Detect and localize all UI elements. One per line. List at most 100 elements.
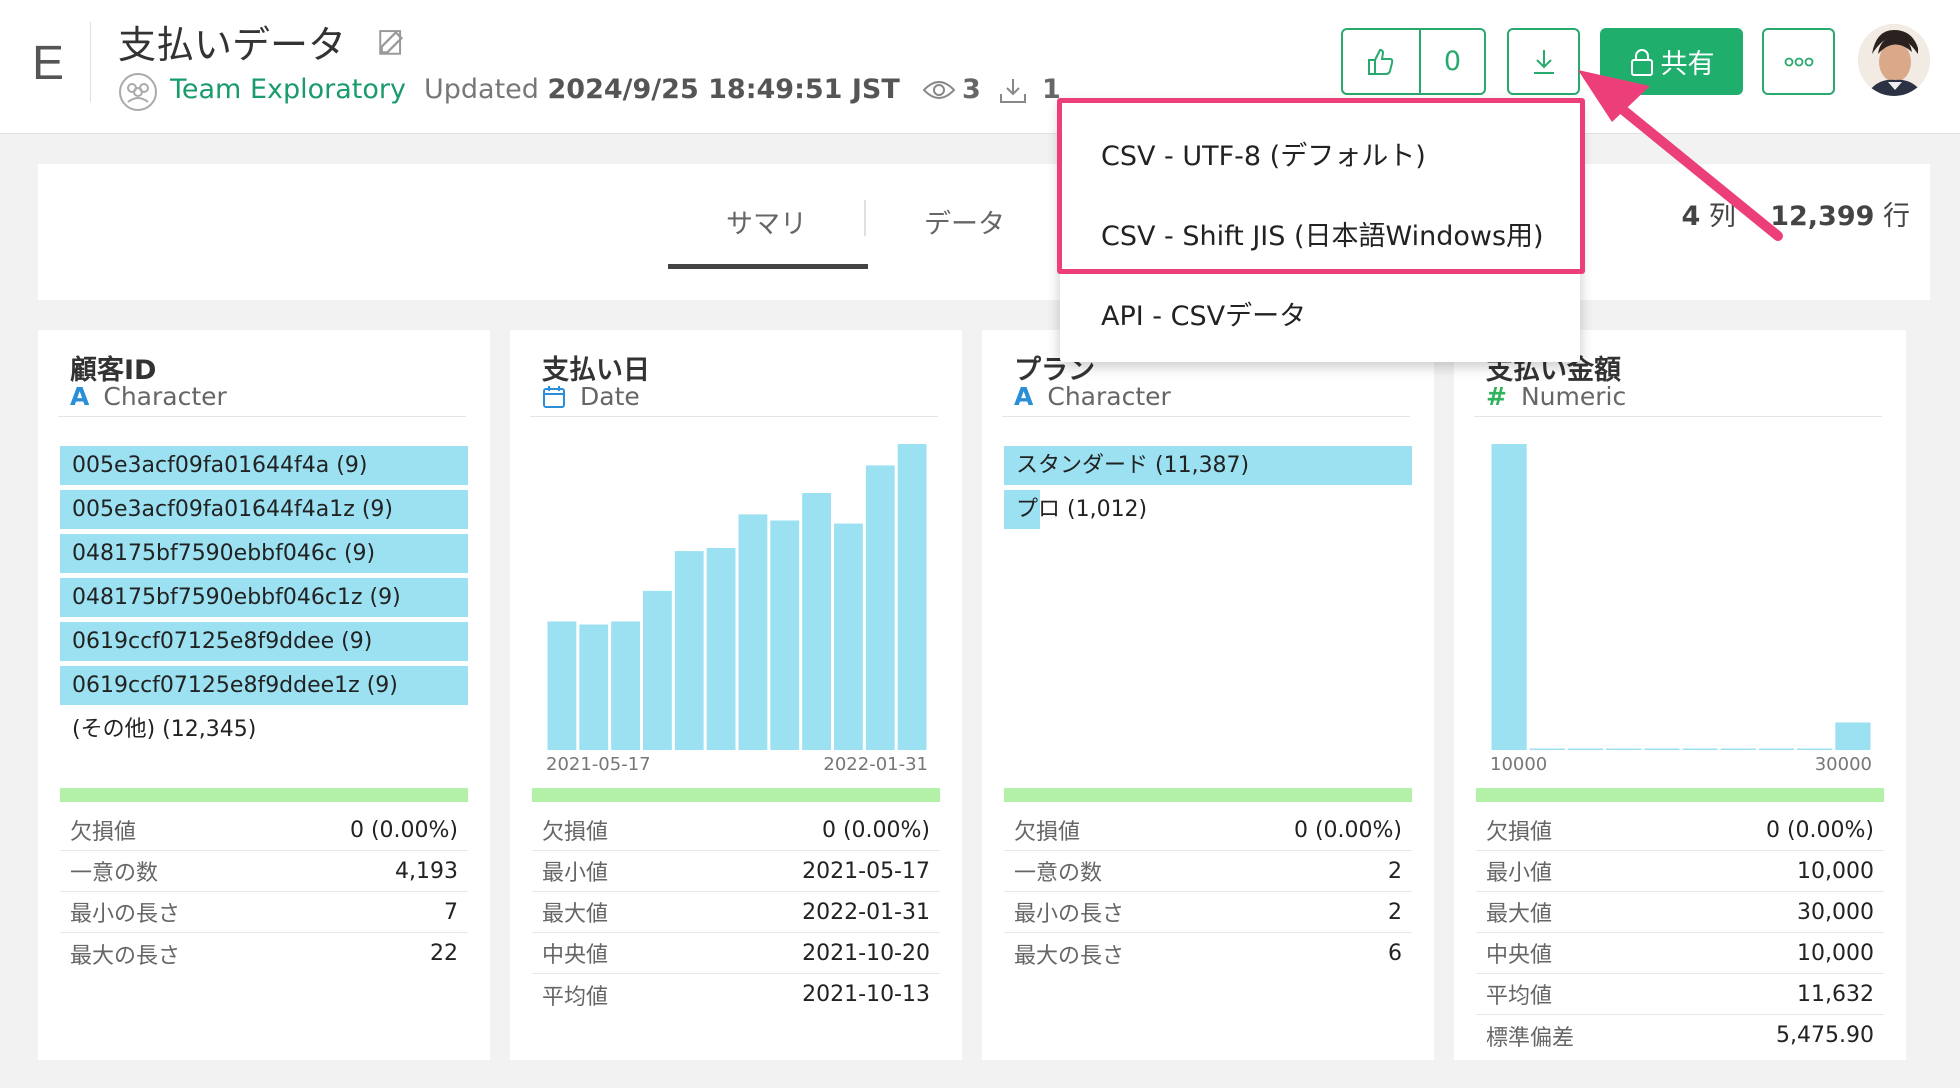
stat-label: 欠損値 [1014, 820, 1081, 845]
histogram-bar[interactable] [1797, 748, 1833, 751]
histogram-bar[interactable] [738, 514, 768, 750]
value-bar-fill [60, 666, 468, 705]
stat-label: 最大の長さ [70, 943, 181, 969]
histogram-bar[interactable] [1682, 748, 1718, 751]
download-button[interactable] [1507, 28, 1580, 95]
histogram-bar[interactable] [1644, 748, 1680, 751]
value-bar-row[interactable]: 0619ccf07125e8f9ddee1z (9) [60, 666, 468, 705]
stat-row: 平均値 11,632 [1476, 974, 1884, 1015]
team-link[interactable]: Team Exploratory [170, 74, 406, 105]
histogram-bar[interactable] [579, 624, 609, 750]
column-unit: 列 [1708, 201, 1736, 232]
user-avatar-image [1858, 24, 1930, 96]
menu-item-csv-shift-jis[interactable]: CSV - Shift JIS (日本語Windows用) [1101, 221, 1544, 252]
like-count[interactable]: 0 [1443, 46, 1462, 77]
histogram-bar[interactable] [1491, 444, 1527, 750]
stat-label: 一意の数 [70, 861, 159, 886]
histogram-bar[interactable] [802, 492, 831, 750]
histogram-bar[interactable] [1567, 748, 1604, 751]
histogram-bar[interactable] [706, 548, 736, 750]
histogram-bar[interactable] [1758, 748, 1795, 751]
stat-row: 最小値 10,000 [1476, 851, 1884, 892]
value-bar-row[interactable]: スタンダード (11,387) [1004, 446, 1412, 485]
histogram-bar[interactable] [865, 465, 895, 750]
value-bar-row[interactable]: (その他) (12,345) [60, 710, 468, 749]
non-missing-bar [1476, 788, 1884, 802]
stat-row: 最大値 2022-01-31 [532, 892, 940, 933]
divider [1474, 416, 1882, 417]
column-type: A Character [1014, 382, 1171, 411]
column-type: A Character [70, 382, 227, 411]
share-button[interactable]: 共有 [1600, 28, 1743, 95]
value-bar-row[interactable]: 0619ccf07125e8f9ddee (9) [60, 622, 468, 661]
value-bar-label: 005e3acf09fa01644f4a1z (9) [72, 497, 393, 522]
stat-value: 10,000 [1797, 940, 1874, 966]
histogram-bar[interactable] [1606, 748, 1642, 751]
table-dimensions: 4 列 12,399 行 [1681, 194, 1910, 233]
stat-label: 最小値 [1486, 861, 1553, 886]
column-type: # Numeric [1486, 382, 1626, 411]
stat-label: 一意の数 [1014, 861, 1103, 886]
stat-row: 最小値 2021-05-17 [532, 851, 940, 892]
character-type-icon: A [1014, 382, 1034, 411]
stats-table: 欠損値 0 (0.00%) 一意の数 4,193 最小の長さ 7 最大の長さ 22 [60, 810, 468, 974]
character-type-icon: A [70, 382, 90, 411]
edit-icon[interactable] [376, 24, 410, 58]
histogram-bar[interactable] [674, 551, 704, 750]
date-histogram[interactable] [510, 330, 962, 760]
stat-value: 11,632 [1797, 981, 1874, 1007]
value-bar-row[interactable]: 005e3acf09fa01644f4a1z (9) [60, 490, 468, 529]
header: E 支払いデータ Team Exploratory Updated 2024/9… [0, 0, 1960, 134]
more-dots-icon [1784, 57, 1813, 66]
logo-divider [90, 22, 91, 102]
stat-value: 7 [444, 899, 458, 925]
histogram-bar[interactable] [643, 590, 672, 750]
value-bar-row[interactable]: 048175bf7590ebbf046c (9) [60, 534, 468, 573]
menu-item-api-csv[interactable]: API - CSVデータ [1101, 301, 1307, 332]
stat-value: 2 [1388, 899, 1402, 925]
like-button[interactable] [1343, 30, 1421, 93]
stat-value: 2021-10-20 [802, 940, 930, 966]
value-bar-label: 0619ccf07125e8f9ddee (9) [72, 629, 373, 654]
value-bar-row[interactable]: 048175bf7590ebbf046c1z (9) [60, 578, 468, 617]
histogram-bar[interactable] [897, 444, 927, 750]
stat-row: 平均値 2021-10-13 [532, 974, 940, 1015]
stat-row: 中央値 2021-10-20 [532, 933, 940, 974]
value-bar-fill [60, 534, 468, 573]
numeric-type-icon: # [1486, 382, 1507, 411]
column-card-customer-id[interactable]: 顧客ID A Character 005e3acf09fa01644f4a (9… [38, 330, 490, 1060]
avatar[interactable] [1858, 24, 1930, 96]
value-bar-fill [60, 446, 468, 485]
histogram-bar[interactable] [1835, 722, 1871, 750]
histogram-bar[interactable] [1529, 748, 1565, 751]
non-missing-bar [1004, 788, 1412, 802]
numeric-histogram[interactable] [1454, 330, 1906, 760]
stat-value: 2021-10-13 [802, 982, 930, 1007]
tab-summary[interactable]: サマリ [726, 209, 807, 240]
histogram-bar[interactable] [1720, 748, 1756, 751]
menu-item-csv-utf8[interactable]: CSV - UTF-8 (デフォルト) [1101, 141, 1426, 172]
more-button[interactable] [1762, 28, 1835, 95]
share-label: 共有 [1660, 49, 1715, 80]
column-type: Date [542, 382, 640, 411]
value-bar-row[interactable]: 005e3acf09fa01644f4a (9) [60, 446, 468, 485]
stat-value: 0 (0.00%) [821, 817, 930, 843]
stat-row: 一意の数 2 [1004, 851, 1412, 892]
stat-row: 欠損値 0 (0.00%) [1476, 810, 1884, 851]
column-title: 顧客ID [70, 355, 157, 386]
stat-row: 最大の長さ 6 [1004, 933, 1412, 974]
histogram-bar[interactable] [547, 621, 577, 750]
value-bar-fill [60, 622, 468, 661]
column-type-label: Character [1047, 382, 1171, 411]
app-logo[interactable]: E [32, 37, 65, 90]
column-card-payment-date[interactable]: 支払い日 Date 2021-05-17 2022-01-31 欠損値 0 (0.… [510, 330, 962, 1060]
value-bar-row[interactable]: プロ (1,012) [1004, 490, 1412, 529]
histogram-bar[interactable] [834, 523, 863, 750]
x-axis-max-label: 2022-01-31 [823, 754, 928, 775]
column-card-plan[interactable]: プラン A Character スタンダード (11,387) プロ (1,012… [982, 330, 1434, 1060]
stat-label: 欠損値 [1486, 820, 1553, 845]
histogram-bar[interactable] [611, 621, 640, 750]
tab-data[interactable]: データ [924, 209, 1005, 240]
column-card-payment-amount[interactable]: 支払い金額 # Numeric 10000 30000 欠損値 0 (0.00%)… [1454, 330, 1906, 1060]
histogram-bar[interactable] [770, 520, 800, 751]
